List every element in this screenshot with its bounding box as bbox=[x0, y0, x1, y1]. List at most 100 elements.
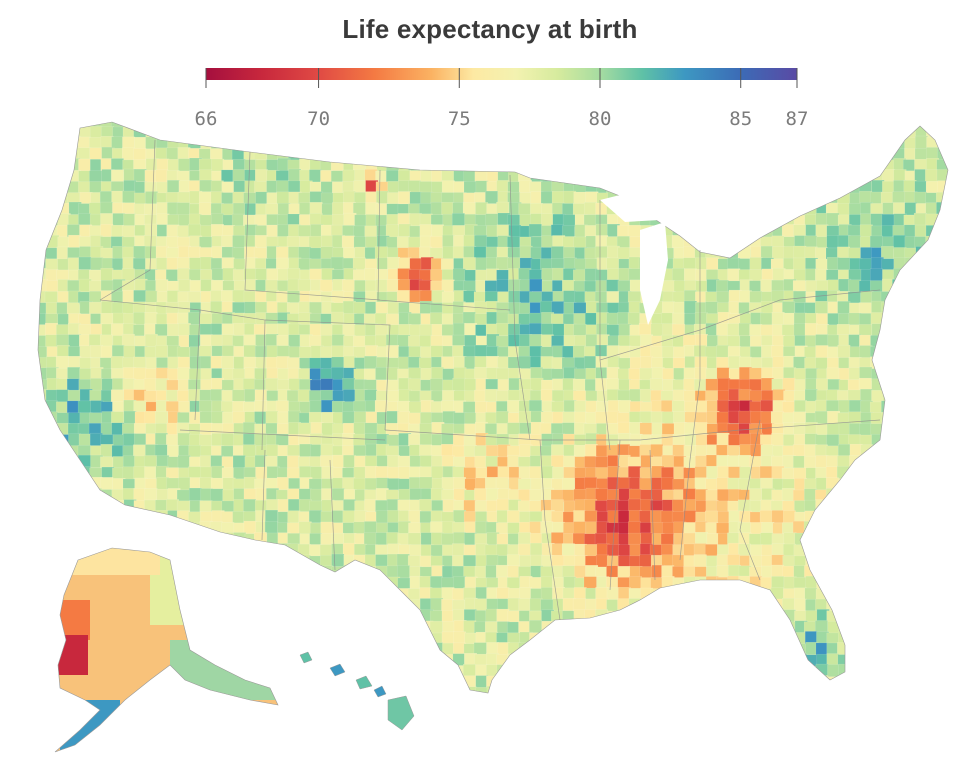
county-cell bbox=[200, 125, 214, 139]
county-cell bbox=[430, 148, 444, 162]
county-cell bbox=[584, 687, 598, 693]
county-cell bbox=[640, 653, 654, 667]
county-cell bbox=[46, 564, 59, 578]
county-cell bbox=[815, 334, 829, 348]
county-cell bbox=[45, 137, 59, 150]
county-cell bbox=[77, 454, 91, 468]
county-cell bbox=[563, 687, 577, 693]
legend-tick-label: 80 bbox=[589, 108, 612, 130]
county-cell bbox=[254, 542, 268, 556]
county-cell bbox=[672, 148, 686, 161]
county-cell bbox=[893, 125, 907, 139]
county-cell bbox=[860, 388, 874, 402]
county-cell bbox=[847, 531, 861, 545]
county-cell bbox=[541, 697, 554, 710]
county-cell bbox=[309, 565, 323, 578]
county-cell bbox=[67, 521, 81, 535]
county-cell bbox=[551, 642, 565, 656]
county-cell bbox=[331, 137, 345, 150]
county-cell bbox=[639, 631, 653, 645]
county-cell bbox=[276, 555, 290, 568]
county-cell bbox=[287, 620, 301, 634]
county-cell bbox=[606, 279, 620, 293]
county-cell bbox=[243, 126, 257, 140]
county-cell bbox=[949, 279, 962, 292]
county-cell bbox=[572, 345, 586, 359]
county-cell bbox=[860, 488, 874, 502]
county-cell bbox=[949, 137, 962, 150]
county-cell bbox=[528, 147, 542, 161]
county-cell bbox=[354, 148, 368, 162]
county-cell bbox=[56, 489, 70, 503]
county-cell bbox=[310, 137, 324, 151]
county-cell bbox=[331, 598, 345, 612]
county-cell bbox=[860, 126, 873, 140]
county-cell bbox=[342, 377, 356, 391]
county-cell bbox=[936, 224, 948, 238]
county-cell bbox=[419, 498, 433, 512]
county-cell bbox=[650, 687, 664, 693]
county-cell bbox=[496, 201, 510, 215]
county-cell bbox=[519, 122, 533, 129]
county-cell bbox=[364, 654, 378, 668]
county-cell bbox=[915, 355, 929, 369]
legend-tick-label: 70 bbox=[307, 108, 330, 130]
county-cell bbox=[618, 675, 631, 689]
county-cell bbox=[673, 664, 687, 678]
county-cell bbox=[695, 269, 709, 282]
county-cell bbox=[947, 400, 948, 414]
county-cell bbox=[572, 652, 586, 666]
county-cell bbox=[926, 312, 940, 326]
county-cell bbox=[673, 411, 686, 424]
county-cell bbox=[947, 148, 948, 162]
county-cell bbox=[936, 489, 948, 503]
county-cell bbox=[759, 136, 773, 149]
county-cell bbox=[717, 148, 731, 162]
county-cell bbox=[761, 192, 774, 206]
county-cell bbox=[508, 224, 522, 238]
county-cell bbox=[860, 698, 873, 711]
county-cell bbox=[364, 124, 377, 138]
county-cell bbox=[46, 192, 60, 206]
county-cell bbox=[937, 390, 948, 404]
county-cell bbox=[199, 400, 212, 413]
county-cell bbox=[618, 400, 631, 413]
county-cell bbox=[353, 477, 367, 491]
county-cell bbox=[463, 136, 476, 150]
county-cell bbox=[309, 268, 323, 282]
county-cell bbox=[651, 654, 665, 668]
county-cell bbox=[606, 599, 620, 613]
county-cell bbox=[343, 499, 357, 513]
county-cell bbox=[551, 159, 564, 173]
county-cell bbox=[881, 620, 895, 634]
county-cell bbox=[551, 191, 565, 204]
county-cell bbox=[38, 532, 48, 546]
county-cell bbox=[364, 599, 378, 613]
county-cell bbox=[628, 521, 641, 535]
county-cell bbox=[772, 158, 786, 172]
county-cell bbox=[572, 598, 586, 612]
county-cell bbox=[827, 170, 841, 184]
county-cell bbox=[242, 444, 256, 458]
county-cell bbox=[705, 378, 719, 392]
county-cell bbox=[871, 652, 885, 666]
county-cell bbox=[661, 664, 674, 678]
county-cell bbox=[375, 631, 389, 645]
county-cell bbox=[705, 631, 719, 644]
county-cell bbox=[176, 489, 190, 503]
county-cell bbox=[243, 555, 257, 569]
county-cell bbox=[311, 697, 324, 710]
county-cell bbox=[947, 422, 948, 436]
county-cell bbox=[386, 664, 400, 678]
county-cell bbox=[134, 533, 148, 547]
county-cell bbox=[881, 488, 895, 502]
county-cell bbox=[178, 586, 191, 600]
county-cell bbox=[540, 631, 554, 645]
county-cell bbox=[530, 665, 544, 679]
county-cell bbox=[430, 544, 444, 558]
county-cell bbox=[562, 422, 575, 436]
county-cell bbox=[452, 377, 466, 391]
county-cell bbox=[430, 378, 443, 392]
county-cell bbox=[309, 169, 322, 183]
county-cell bbox=[849, 510, 863, 524]
